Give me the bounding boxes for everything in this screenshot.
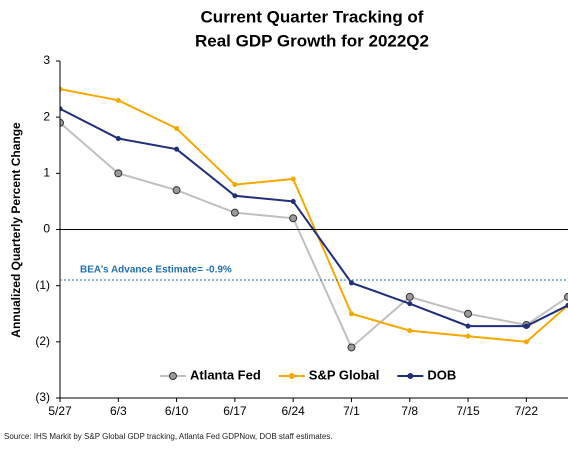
- marker: [348, 344, 355, 351]
- legend-marker: [289, 374, 294, 379]
- series-line: [60, 123, 568, 348]
- x-tick-label: 7/15: [456, 404, 480, 418]
- x-tick-label: 7/22: [515, 404, 539, 418]
- x-tick-label: 7/1: [343, 404, 360, 418]
- x-tick-label: 7/8: [401, 404, 418, 418]
- marker: [406, 293, 413, 300]
- x-tick-label: 6/10: [165, 404, 189, 418]
- y-tick-label: 3: [43, 53, 50, 67]
- marker: [174, 147, 179, 152]
- marker: [291, 177, 296, 182]
- legend-marker: [170, 373, 177, 380]
- marker: [465, 310, 472, 317]
- series-line: [60, 109, 568, 326]
- x-tick-label: 6/3: [110, 404, 127, 418]
- marker: [524, 324, 529, 329]
- marker: [349, 281, 354, 286]
- marker: [407, 301, 412, 306]
- chart-title: Real GDP Growth for 2022Q2: [195, 31, 429, 50]
- marker: [115, 170, 122, 177]
- marker: [116, 136, 121, 141]
- x-tick-label: 5/27: [48, 404, 72, 418]
- marker: [466, 324, 471, 329]
- x-tick-label: 6/24: [282, 404, 306, 418]
- x-tick-label: 6/17: [223, 404, 247, 418]
- marker: [173, 187, 180, 194]
- marker: [524, 340, 529, 345]
- marker: [291, 199, 296, 204]
- marker: [349, 311, 354, 316]
- y-tick-label: (3): [35, 390, 50, 404]
- plot-area: [57, 87, 568, 351]
- y-tick-label: 1: [43, 166, 50, 180]
- legend-label: Atlanta Fed: [190, 367, 261, 382]
- marker: [407, 328, 412, 333]
- marker: [233, 194, 238, 199]
- marker: [116, 98, 121, 103]
- y-tick-label: (2): [35, 334, 50, 348]
- y-tick-label: (1): [35, 278, 50, 292]
- reference-label: BEA’s Advance Estimate= -0.9%: [80, 265, 232, 276]
- legend-marker: [408, 374, 413, 379]
- legend-label: S&P Global: [309, 367, 380, 382]
- marker: [231, 209, 238, 216]
- y-tick-label: 2: [43, 109, 50, 123]
- chart-title: Current Quarter Tracking of: [201, 7, 424, 26]
- legend-label: DOB: [427, 367, 456, 382]
- marker: [174, 126, 179, 131]
- series-line: [60, 89, 568, 342]
- source: Source: IHS Markit by S&P Global GDP tra…: [4, 432, 333, 441]
- marker: [290, 215, 297, 222]
- marker: [565, 293, 568, 300]
- marker: [466, 334, 471, 339]
- y-axis-label: Annualized Quarterly Percent Change: [9, 122, 23, 338]
- y-tick-label: 0: [43, 222, 50, 236]
- marker: [233, 182, 238, 187]
